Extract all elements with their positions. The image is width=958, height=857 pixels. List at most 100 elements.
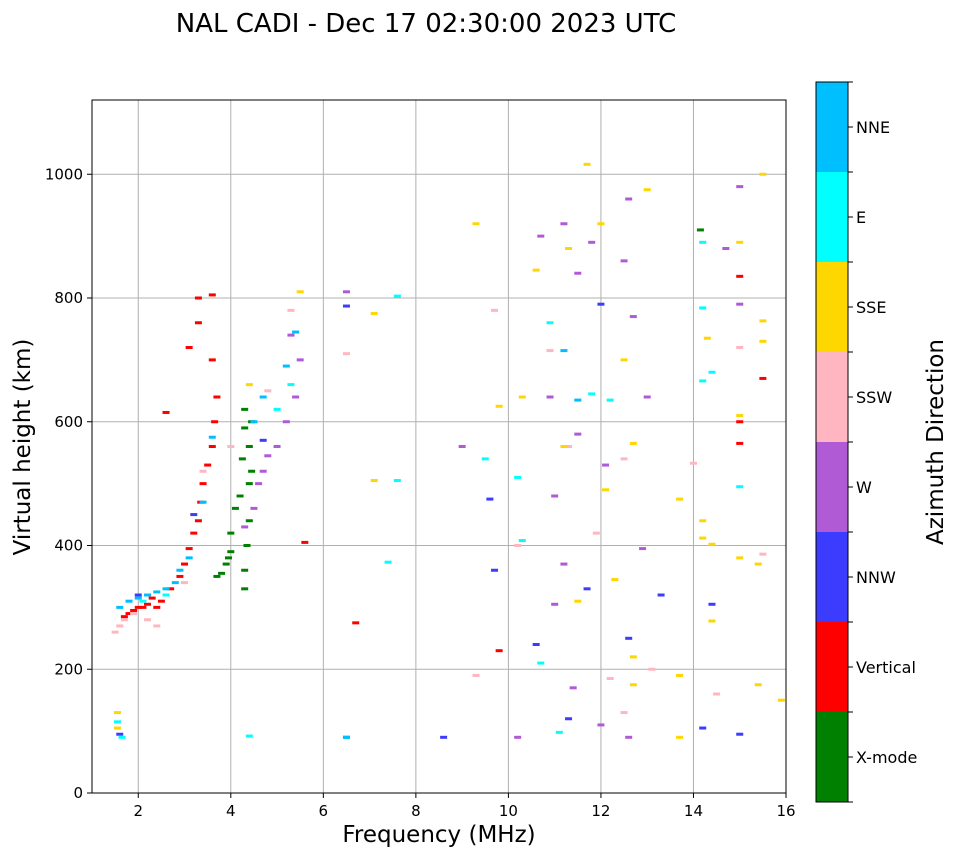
data-point <box>250 506 258 510</box>
y-tick-label: 200 <box>54 660 83 678</box>
data-point <box>241 426 249 430</box>
data-point <box>113 711 121 715</box>
colorbar-swatch <box>816 532 848 622</box>
data-point <box>722 247 730 250</box>
data-point <box>713 692 721 696</box>
data-point <box>116 732 124 736</box>
data-point <box>208 293 216 297</box>
colorbar-tick-label: NNE <box>856 118 890 137</box>
data-point <box>597 723 605 727</box>
data-point <box>759 376 767 380</box>
data-point <box>250 420 258 424</box>
data-point <box>560 445 568 448</box>
data-point <box>185 547 193 551</box>
x-tick-label: 8 <box>411 802 421 820</box>
data-point <box>227 445 235 448</box>
data-point <box>176 568 184 572</box>
data-point <box>625 735 633 739</box>
data-point <box>190 513 198 517</box>
data-point <box>342 352 350 356</box>
data-point <box>606 398 614 402</box>
data-point <box>708 619 716 623</box>
colorbar-tick-label: NNW <box>856 568 896 587</box>
data-point <box>597 302 605 306</box>
data-point <box>606 677 614 681</box>
data-point <box>736 185 744 189</box>
plot-background <box>92 100 786 793</box>
x-axis-label: Frequency (MHz) <box>342 822 535 848</box>
data-point <box>676 497 684 501</box>
data-point <box>699 519 707 523</box>
data-point <box>491 568 499 572</box>
data-point <box>157 599 165 603</box>
data-point <box>565 717 573 721</box>
data-point <box>134 596 142 600</box>
x-tick-label: 4 <box>226 802 236 820</box>
data-point <box>495 404 503 408</box>
data-point <box>639 547 647 551</box>
data-point <box>296 290 304 294</box>
data-point <box>736 420 744 424</box>
series-e <box>113 240 744 739</box>
data-point <box>282 364 290 368</box>
data-point <box>546 321 554 325</box>
data-point <box>736 414 744 418</box>
data-point <box>241 568 249 572</box>
data-point <box>296 358 304 362</box>
plot-frame <box>91 99 787 794</box>
colorbar-swatch <box>816 82 848 172</box>
data-point <box>569 686 577 690</box>
data-point <box>629 441 637 445</box>
data-point <box>208 435 216 439</box>
data-point <box>245 445 253 448</box>
data-point <box>181 562 189 566</box>
data-point <box>592 531 600 535</box>
data-point <box>699 726 707 730</box>
data-point <box>243 544 251 547</box>
data-point <box>120 618 128 622</box>
data-point <box>486 497 494 501</box>
data-point <box>287 333 295 337</box>
data-point <box>736 274 744 278</box>
data-point <box>227 550 235 554</box>
data-point <box>597 222 605 226</box>
data-point <box>393 294 401 298</box>
data-point <box>532 268 540 272</box>
data-point <box>565 247 573 250</box>
data-point <box>754 562 762 566</box>
data-point <box>393 479 401 483</box>
data-point <box>113 726 121 730</box>
colorbar-tick-label: E <box>856 208 866 227</box>
data-point <box>588 240 596 244</box>
data-point <box>708 542 716 546</box>
data-point <box>238 457 246 461</box>
colorbar-frame <box>815 81 849 803</box>
data-point <box>588 392 596 396</box>
data-point <box>199 469 207 473</box>
data-point <box>440 735 448 739</box>
data-point <box>125 612 133 616</box>
data-point <box>759 319 767 323</box>
data-point <box>625 197 633 201</box>
data-point <box>625 636 633 640</box>
data-point <box>759 339 767 343</box>
data-point <box>514 544 522 547</box>
data-point <box>370 479 378 483</box>
data-point <box>555 730 563 734</box>
data-point <box>241 525 249 529</box>
data-point <box>514 735 522 739</box>
data-point <box>736 485 744 489</box>
data-point <box>620 259 628 263</box>
data-point <box>620 457 628 461</box>
data-point <box>537 661 545 665</box>
data-point <box>736 556 744 560</box>
data-point <box>583 162 591 166</box>
data-point <box>245 383 253 387</box>
data-point <box>546 349 554 353</box>
data-points <box>111 162 785 739</box>
data-point <box>259 438 267 442</box>
colorbar-tick-label: Vertical <box>856 658 916 677</box>
data-point <box>574 599 582 603</box>
data-point <box>213 574 221 578</box>
